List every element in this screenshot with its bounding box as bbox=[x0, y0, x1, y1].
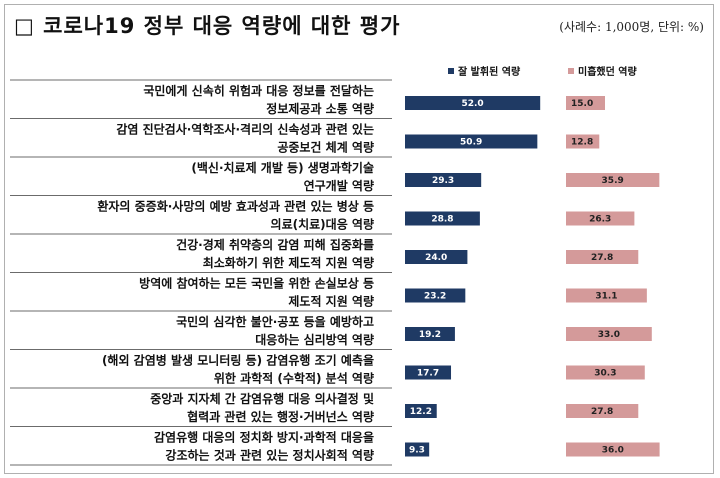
bar-series-1 bbox=[405, 211, 480, 226]
category-label: 환자의 중증화·사망의 예방 효과성과 관련 있는 병상 등 bbox=[97, 199, 374, 214]
category-label: 감염 진단검사·역학조사·격리의 신속성과 관련 있는 bbox=[116, 122, 374, 137]
bar-series-2 bbox=[566, 173, 660, 187]
category-label: 감염유행 대응의 정치화 방지·과학적 대응을 bbox=[154, 430, 374, 445]
value-label-series-2: 30.3 bbox=[594, 369, 616, 379]
value-label-series-2: 26.3 bbox=[589, 215, 611, 225]
category-label: 의료(치료)대응 역량 bbox=[271, 217, 374, 232]
category-label: 정보제공과 소통 역량 bbox=[266, 101, 374, 116]
bar-series-2 bbox=[566, 250, 639, 264]
chart-title: □ 코로나19 정부 대응 역량에 대한 평가 bbox=[14, 14, 401, 38]
value-label-series-1: 29.3 bbox=[432, 176, 454, 186]
value-label-series-1: 17.7 bbox=[417, 369, 439, 379]
bar-series-2 bbox=[566, 211, 635, 226]
bar-series-2 bbox=[566, 404, 639, 418]
bar-series-2 bbox=[566, 96, 605, 110]
legend-swatch-series-2 bbox=[568, 67, 574, 74]
category-label: 위한 과학적 (수학적) 분석 역량 bbox=[214, 371, 374, 386]
value-label-series-1: 52.0 bbox=[461, 99, 483, 109]
value-label-series-1: 24.0 bbox=[425, 253, 447, 263]
bar-series-2 bbox=[566, 327, 652, 341]
legend-label-series-1: 잘 발휘된 역량 bbox=[458, 67, 521, 78]
value-label-series-1: 19.2 bbox=[419, 330, 441, 340]
chart-subtitle: (사례수: 1,000명, 단위: %) bbox=[559, 20, 704, 34]
category-label: 건강·경제 취약층의 감염 피해 집중화를 bbox=[176, 237, 374, 252]
category-label: 제도적 지원 역량 bbox=[288, 294, 374, 309]
chart-frame bbox=[4, 4, 714, 474]
bar-series-1 bbox=[405, 96, 541, 110]
legend-item-series-1: 잘 발휘된 역량 bbox=[448, 63, 520, 78]
value-label-series-2: 12.8 bbox=[571, 138, 593, 148]
value-label-series-2: 15.0 bbox=[571, 99, 593, 109]
value-label-series-2: 36.0 bbox=[602, 446, 624, 456]
value-label-series-1: 50.9 bbox=[460, 138, 482, 148]
category-label: 최소화하기 위한 제도적 지원 역량 bbox=[203, 255, 374, 270]
value-label-series-2: 27.8 bbox=[591, 253, 613, 263]
bar-series-1 bbox=[405, 250, 468, 264]
category-label: (해외 감염병 발생 모니터링 등) 감염유행 조기 예측을 bbox=[102, 353, 374, 368]
bar-series-1 bbox=[405, 365, 452, 380]
bar-series-1 bbox=[405, 327, 455, 341]
category-label: 공중보건 체계 역량 bbox=[277, 140, 374, 155]
value-label-series-1: 9.3 bbox=[409, 446, 425, 456]
bar-series-2 bbox=[566, 134, 600, 149]
value-label-series-1: 23.2 bbox=[424, 292, 446, 302]
value-label-series-1: 12.2 bbox=[410, 407, 432, 417]
value-label-series-2: 31.1 bbox=[595, 292, 617, 302]
bar-series-1 bbox=[405, 173, 482, 187]
category-label: 중앙과 지자체 간 감염유행 대응 의사결정 및 bbox=[150, 391, 374, 406]
category-label: 국민에게 신속히 위험과 대응 정보를 전달하는 bbox=[143, 83, 374, 98]
category-label: 국민의 심각한 불안·공포 등을 예방하고 bbox=[176, 314, 374, 329]
category-label: 강조하는 것과 관련 있는 정치사회적 역량 bbox=[165, 448, 374, 463]
category-label: 대응하는 심리방역 역량 bbox=[255, 332, 374, 347]
category-label: 연구개발 역량 bbox=[304, 178, 374, 193]
value-label-series-2: 27.8 bbox=[591, 407, 613, 417]
legend-swatch-series-1 bbox=[448, 67, 454, 74]
legend-label-series-2: 미흡했던 역량 bbox=[578, 67, 637, 78]
category-label: (백신·치료제 개발 등) 생명과학기술 bbox=[191, 160, 374, 175]
bar-series-1 bbox=[405, 288, 466, 303]
category-label: 협력과 관련 있는 행정·거버넌스 역량 bbox=[187, 409, 374, 424]
value-label-series-1: 28.8 bbox=[431, 215, 453, 225]
bar-series-1 bbox=[405, 404, 437, 418]
value-label-series-2: 33.0 bbox=[598, 330, 620, 340]
bar-series-2 bbox=[566, 288, 647, 303]
legend-item-series-2: 미흡했던 역량 bbox=[568, 63, 637, 78]
bar-series-1 bbox=[405, 442, 430, 457]
category-label: 방역에 참여하는 모든 국민을 위한 손실보상 등 bbox=[139, 276, 374, 291]
bar-series-2 bbox=[566, 442, 660, 457]
bar-series-1 bbox=[405, 134, 538, 149]
bar-series-2 bbox=[566, 365, 645, 380]
value-label-series-2: 35.9 bbox=[602, 176, 624, 186]
